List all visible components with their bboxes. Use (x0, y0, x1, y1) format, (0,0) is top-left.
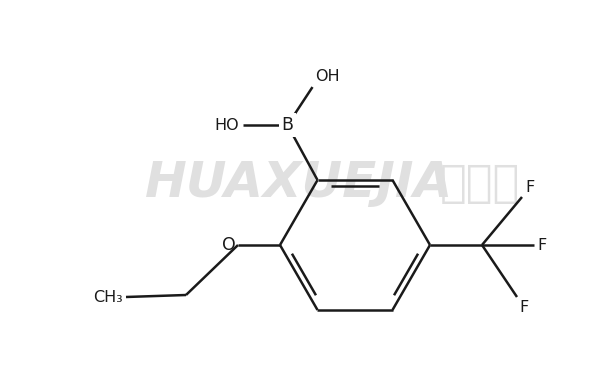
Text: OH: OH (316, 69, 340, 84)
Text: O: O (222, 236, 236, 254)
Text: CH₃: CH₃ (93, 290, 123, 305)
Text: HUAXUEJIA: HUAXUEJIA (145, 159, 453, 207)
Text: B: B (282, 116, 294, 134)
Text: F: F (525, 180, 534, 195)
Text: F: F (519, 300, 528, 315)
Text: HO: HO (215, 117, 240, 132)
Text: F: F (537, 237, 546, 252)
Text: 化学加: 化学加 (440, 161, 520, 204)
